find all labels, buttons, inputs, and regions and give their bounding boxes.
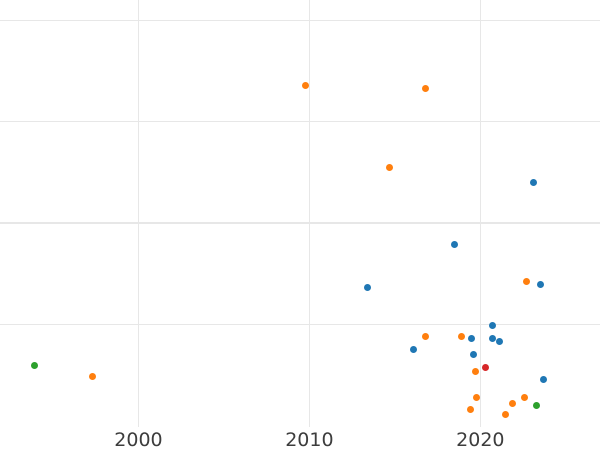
data-point-series-orange	[473, 393, 481, 401]
vertical-gridline	[308, 0, 311, 427]
horizontal-gridline	[0, 19, 600, 21]
data-point-series-blue	[536, 281, 544, 289]
data-point-series-blue	[495, 338, 503, 346]
data-point-series-blue	[410, 346, 418, 354]
data-point-series-orange	[302, 81, 310, 89]
data-point-series-blue	[488, 321, 496, 329]
data-point-series-orange	[386, 163, 394, 171]
data-point-series-orange	[88, 372, 96, 380]
data-point-series-orange	[522, 278, 530, 286]
data-point-series-orange	[466, 405, 474, 413]
data-point-series-green	[533, 401, 541, 409]
data-point-series-blue	[529, 178, 537, 186]
data-point-series-blue	[470, 351, 477, 359]
data-point-series-red	[481, 364, 489, 372]
horizontal-gridline	[0, 120, 600, 123]
data-point-series-blue	[540, 375, 548, 383]
horizontal-gridline	[0, 222, 600, 224]
x-tick-label: 2020	[456, 429, 505, 450]
data-point-series-orange	[509, 399, 517, 407]
data-point-series-blue	[488, 335, 496, 343]
data-point-series-orange	[422, 333, 430, 340]
x-tick-label: 2000	[114, 429, 163, 450]
horizontal-gridline	[0, 323, 600, 325]
vertical-gridline	[479, 0, 481, 427]
data-point-series-blue	[364, 284, 372, 292]
x-tick-label: 2010	[285, 429, 334, 450]
data-point-series-orange	[422, 84, 430, 92]
data-point-series-orange	[471, 368, 479, 376]
data-point-series-orange	[458, 333, 466, 340]
data-point-series-orange	[502, 411, 510, 419]
data-point-series-blue	[468, 335, 476, 343]
data-point-series-green	[30, 362, 38, 370]
data-point-series-blue	[451, 240, 459, 248]
data-point-series-orange	[521, 393, 529, 401]
vertical-gridline	[137, 0, 140, 427]
